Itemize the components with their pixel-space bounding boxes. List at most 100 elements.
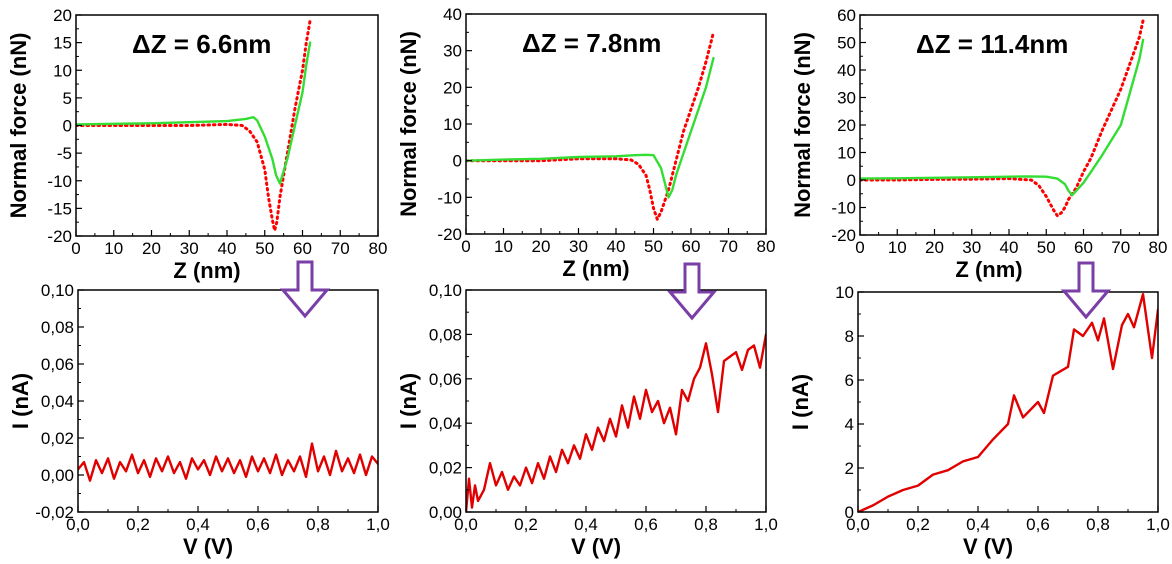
y-axis-label: I (nA)	[8, 373, 33, 429]
y-tick-label: 0	[453, 152, 462, 171]
y-tick-label: 20	[837, 116, 856, 135]
x-tick-label: 10	[104, 239, 123, 258]
y-tick-label: 4	[845, 415, 854, 434]
x-tick-label: 0,0	[454, 515, 478, 534]
y-tick-label: 10	[53, 61, 72, 80]
series-1-line	[858, 293, 1158, 512]
y-tick-label: 20	[443, 78, 462, 97]
y-tick-label: 0	[845, 503, 854, 522]
x-axis-label: V (V)	[571, 534, 621, 559]
y-tick-label: 0,02	[429, 459, 462, 478]
series-1-line	[466, 333, 766, 512]
x-tick-label: 0	[855, 238, 864, 257]
y-tick-label: 40	[443, 5, 462, 24]
plot-frame	[465, 289, 767, 513]
plot-frame	[857, 291, 1159, 513]
x-tick-label: 1,0	[754, 515, 778, 534]
y-tick-label: 0,04	[41, 392, 74, 411]
y-tick-label: 0,10	[41, 281, 74, 300]
y-tick-label: 50	[837, 34, 856, 53]
y-tick-label: 0	[847, 171, 856, 190]
y-tick-label: -20	[47, 227, 72, 246]
down-arrow-icon	[279, 260, 331, 319]
x-tick-label: 40	[218, 239, 237, 258]
x-tick-label: 0	[461, 237, 470, 256]
y-tick-label: -10	[437, 188, 462, 207]
x-tick-label: 0	[71, 239, 80, 258]
x-tick-label: 20	[142, 239, 161, 258]
y-tick-label: 0,06	[41, 355, 74, 374]
y-tick-label: 0,00	[429, 503, 462, 522]
y-axis-label: Normal force (nN)	[6, 33, 31, 219]
series-1-line	[466, 30, 715, 221]
y-tick-label: -10	[831, 199, 856, 218]
x-axis-label: V (V)	[183, 534, 233, 559]
y-tick-label: 0,00	[41, 466, 74, 485]
x-tick-label: 20	[925, 238, 944, 257]
y-tick-label: -10	[47, 172, 72, 191]
y-tick-label: 5	[63, 89, 72, 108]
series-1-line	[78, 442, 378, 482]
y-tick-label: 15	[53, 34, 72, 53]
y-axis-label: I (nA)	[788, 374, 813, 430]
delta-z-label: ΔZ = 7.8nm	[522, 28, 661, 58]
y-tick-label: 20	[53, 6, 72, 25]
y-tick-label: 0,08	[41, 318, 74, 337]
x-tick-label: 0,2	[906, 515, 930, 534]
x-tick-label: 0,6	[246, 515, 270, 534]
y-tick-label: 0,02	[41, 429, 74, 448]
chart-5: 0,0 0,2 0,4 0,6 0,8 1,0 0,00 0,02 0,04 0,06 0,08 0,…	[396, 281, 778, 559]
x-tick-label: 0,4	[186, 515, 210, 534]
y-tick-label: 0,08	[429, 325, 462, 344]
x-tick-label: 10	[888, 238, 907, 257]
x-tick-label: 0,6	[634, 515, 658, 534]
down-arrow-icon	[1060, 261, 1112, 320]
x-tick-label: 0,8	[1086, 515, 1110, 534]
x-tick-label: 0,0	[66, 515, 90, 534]
series-1-line	[76, 19, 312, 232]
x-tick-label: 50	[1037, 238, 1056, 257]
x-axis-label: V (V)	[963, 534, 1013, 559]
y-axis-label: I (nA)	[396, 373, 421, 429]
x-tick-label: 40	[607, 237, 626, 256]
x-tick-label: 60	[682, 237, 701, 256]
chart-1: 0 10 20 30 40 50 60 70 80 -20 -15 -10 -5 0 5 10 15 20 Z (n…	[6, 6, 387, 283]
x-tick-label: 80	[757, 237, 776, 256]
y-tick-label: 30	[443, 42, 462, 61]
x-tick-label: 70	[719, 237, 738, 256]
y-tick-label: 30	[837, 89, 856, 108]
y-tick-label: 2	[845, 459, 854, 478]
x-tick-label: 40	[1000, 238, 1019, 257]
x-tick-label: 10	[494, 237, 513, 256]
down-arrow-icon	[666, 262, 718, 321]
x-tick-label: 0,2	[514, 515, 538, 534]
x-tick-label: 1,0	[1146, 515, 1170, 534]
y-tick-label: 0,04	[429, 414, 462, 433]
x-axis-label: Z (nm)	[955, 257, 1022, 282]
series-1-line	[860, 19, 1145, 218]
x-tick-label: 70	[1111, 238, 1130, 257]
x-tick-label: 60	[1074, 238, 1093, 257]
y-tick-label: 10	[443, 115, 462, 134]
x-tick-label: 50	[644, 237, 663, 256]
x-tick-label: 0,8	[306, 515, 330, 534]
x-tick-label: 0,4	[574, 515, 598, 534]
delta-z-label: ΔZ = 11.4nm	[916, 29, 1068, 59]
x-tick-label: 0,6	[1026, 515, 1050, 534]
series-2-line	[466, 56, 715, 199]
x-tick-label: 0,2	[126, 515, 150, 534]
chart-4: 0,0 0,2 0,4 0,6 0,8 1,0 -0,02 0,00 0,02 0,04 0,06 0…	[8, 281, 390, 559]
x-tick-label: 80	[369, 239, 388, 258]
delta-z-label: ΔZ = 6.6nm	[132, 29, 271, 59]
y-tick-label: 10	[835, 283, 854, 302]
y-tick-label: 0	[63, 117, 72, 136]
y-tick-label: -20	[831, 226, 856, 245]
series-2-line	[76, 41, 312, 185]
chart-3: 0 10 20 30 40 50 60 70 80 -20 -10 0 10 20 30 40 50 60 Z (n…	[790, 6, 1167, 282]
y-tick-label: 40	[837, 61, 856, 80]
x-tick-label: 0,8	[694, 515, 718, 534]
y-tick-label: 8	[845, 327, 854, 346]
series-2-line	[860, 38, 1145, 197]
